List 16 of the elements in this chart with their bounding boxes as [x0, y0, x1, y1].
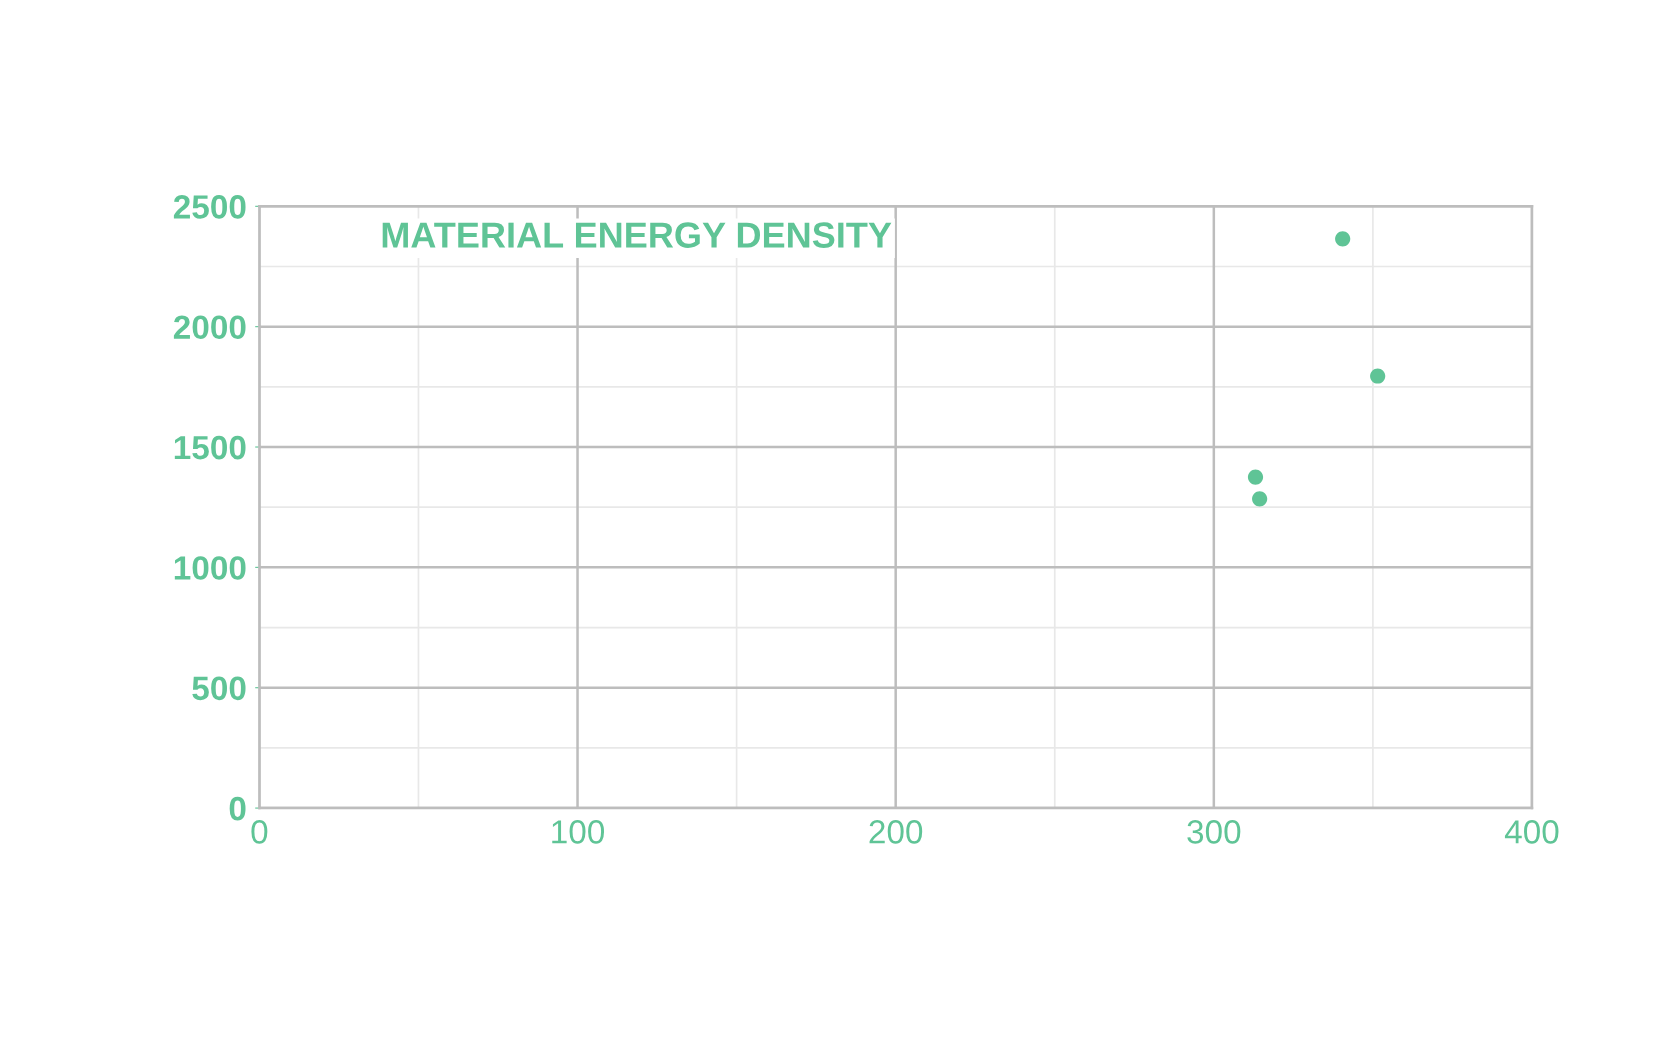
point: [1370, 368, 1386, 384]
y-tick-label: 500: [192, 676, 246, 701]
y-tick-label: 2500: [173, 195, 246, 219]
x-tick-label: 200: [869, 820, 923, 844]
y-tick-label: 2000: [173, 315, 246, 340]
x-tick-label: 0: [251, 820, 268, 844]
y-tick-label: 1500: [174, 435, 246, 460]
chart-title: MATERIAL ENERGY DENSITY: [382, 222, 892, 248]
point: [1252, 491, 1268, 507]
x-tick-label: 100: [552, 820, 605, 844]
point: [1247, 469, 1264, 485]
y-tick-label: 1000: [174, 556, 246, 580]
point: [1335, 231, 1351, 247]
x-tick-label: 300: [1187, 820, 1241, 844]
y-tick-label: 0: [229, 796, 246, 821]
x-tick-label: 400: [1504, 820, 1559, 844]
